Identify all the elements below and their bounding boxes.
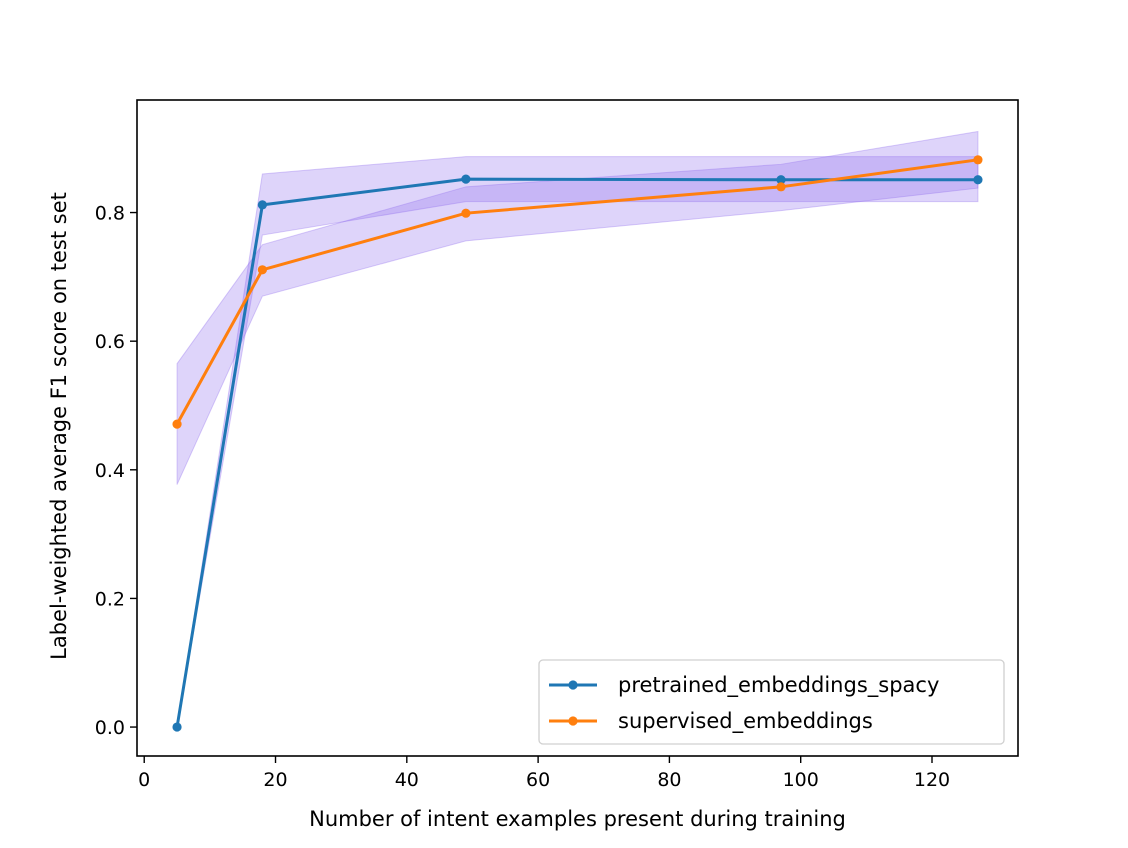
x-tick-label: 120	[914, 769, 950, 791]
x-tick-label: 100	[783, 769, 819, 791]
legend-label-2: supervised_embeddings	[618, 709, 873, 734]
series-points	[172, 155, 983, 732]
y-tick-label: 0.8	[95, 203, 125, 225]
y-tick-label: 0.4	[95, 460, 125, 482]
data-point-s2-3	[461, 208, 471, 218]
y-axis-title: Label-weighted average F1 score on test …	[47, 192, 71, 660]
data-point-s1-2	[257, 200, 267, 210]
x-axis-title: Number of intent examples present during…	[309, 807, 846, 831]
data-point-s2-2	[257, 265, 267, 275]
data-point-s1-1	[172, 722, 182, 732]
plot-frame	[136, 99, 1019, 757]
y-tick-label: 0.6	[95, 331, 125, 353]
legend: pretrained_embeddings_spacy supervised_em…	[538, 659, 1005, 745]
y-tick-label: 0.2	[95, 588, 125, 610]
y-tick-label: 0.0	[95, 717, 125, 739]
x-tick-label: 80	[657, 769, 681, 791]
legend-box	[538, 659, 1005, 745]
x-tick-label: 0	[138, 769, 150, 791]
data-point-s2-1	[172, 419, 182, 429]
legend-label-1: pretrained_embeddings_spacy	[618, 673, 939, 698]
x-axis: 0 20 40 60 80 100 120	[138, 756, 950, 791]
data-point-s1-4	[776, 175, 786, 185]
data-point-s2-5	[973, 155, 983, 165]
x-tick-label: 20	[263, 769, 287, 791]
legend-marker-1	[568, 680, 578, 690]
data-point-s2-4	[776, 182, 786, 192]
y-axis: 0.0 0.2 0.4 0.6 0.8	[95, 203, 137, 739]
legend-marker-2	[568, 716, 578, 726]
x-tick-label: 40	[395, 769, 419, 791]
data-point-s1-5	[973, 175, 983, 185]
x-tick-label: 60	[526, 769, 550, 791]
band-2	[176, 130, 979, 485]
data-point-s1-3	[461, 174, 471, 184]
